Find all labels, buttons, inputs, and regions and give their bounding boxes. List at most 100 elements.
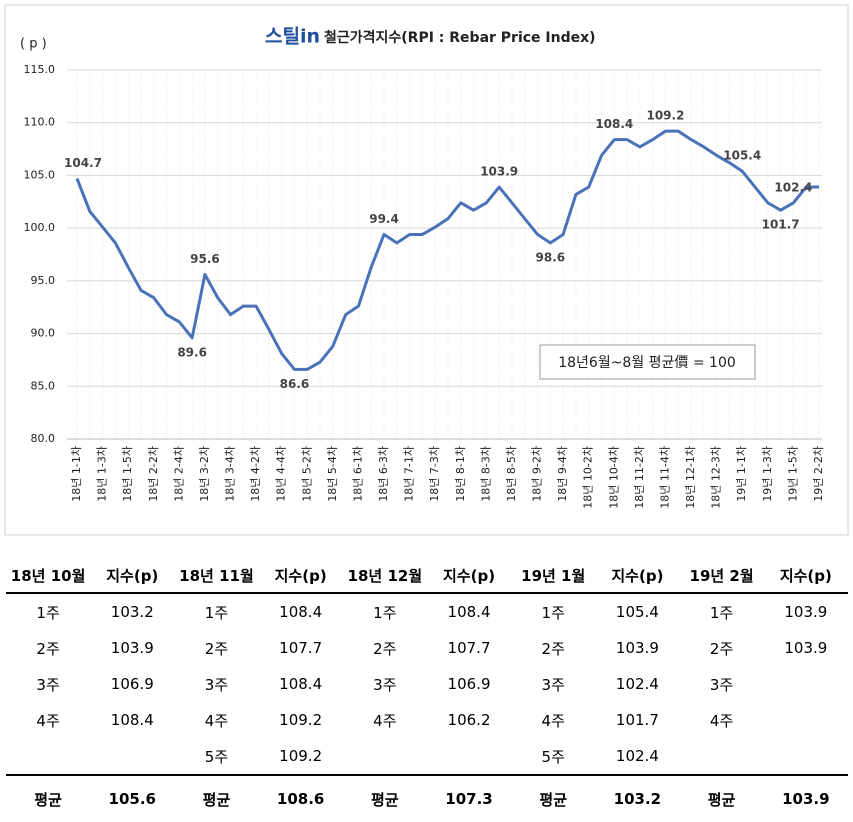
table-cell — [680, 738, 764, 775]
table-cell: 지수(p) — [763, 558, 848, 594]
x-tick-label: 18년 2-2차 — [147, 446, 160, 502]
table-cell: 108.4 — [447, 603, 491, 621]
x-tick-label: 18년 4-4차 — [275, 446, 288, 502]
x-tick-label: 18년 3-2차 — [198, 446, 211, 502]
table-cell: 평균 — [679, 774, 764, 822]
x-tick-label: 18년 5-2차 — [300, 446, 313, 502]
table-cell: 108.4 — [279, 675, 323, 693]
table-row: 3주 106.9 3주 108.4 3주 106.9 3주 102.4 3주 — [6, 666, 848, 702]
x-tick-label: 18년 1-3차 — [96, 446, 109, 502]
table-cell: 103.9 — [763, 774, 848, 822]
y-tick-label: 110.0 — [24, 116, 56, 129]
data-label: 98.6 — [536, 250, 566, 264]
x-tick-label: 18년 7-3차 — [428, 446, 441, 502]
table-cell: 2주 — [373, 639, 397, 658]
table-cell: 106.9 — [110, 675, 154, 693]
table-cell: 106.2 — [447, 711, 491, 729]
x-tick-label: 18년 4-2차 — [249, 446, 262, 502]
logo: 스틸in — [265, 26, 320, 48]
data-label: 103.9 — [480, 165, 518, 179]
table-cell: 103.2 — [595, 774, 680, 822]
table-cell: 4주 — [204, 711, 229, 730]
table-cell: 평균 — [342, 774, 427, 822]
x-tick-label: 18년 10-4차 — [607, 446, 620, 509]
data-label: 101.7 — [762, 218, 800, 232]
table-cell: 평균 — [174, 774, 259, 822]
y-tick-label: 105.0 — [24, 168, 56, 181]
annotation: 18년6월~8월 평균價 = 100 — [558, 354, 736, 371]
table-cell: 103.9 — [784, 639, 828, 657]
table-row: 5주 109.2 5주 102.4 — [6, 738, 848, 775]
table-cell: 지수(p) — [426, 558, 512, 594]
table-cell: 3주 — [541, 675, 565, 694]
x-tick-label: 19년 1-1차 — [735, 446, 748, 502]
table-cell: 109.2 — [279, 747, 323, 765]
table-cell: 2주 — [541, 639, 565, 658]
table-row: 18년 10월 지수(p) 18년 11월 지수(p) 18년 12월 지수(p) 19년 … — [6, 558, 848, 594]
table-cell — [343, 738, 427, 775]
table-cell: 5주 — [541, 747, 565, 766]
x-tick-label: 18년 9-4차 — [556, 446, 569, 502]
table-cell: 105.6 — [90, 774, 175, 822]
table-row: 1주 103.2 1주 108.4 1주 108.4 1주 105.4 1주 103.9 — [6, 593, 848, 630]
table-cell: 지수(p) — [90, 558, 175, 594]
table-cell: 4주 — [36, 711, 60, 730]
table-cell: 103.9 — [784, 603, 828, 621]
x-tick-label: 18년 6-1차 — [351, 446, 364, 502]
table-cell: 3주 — [373, 675, 397, 694]
table-cell: 109.2 — [279, 711, 323, 729]
x-tick-label: 18년 1-5차 — [121, 446, 134, 502]
table-cell: 3주 — [709, 675, 734, 694]
x-tick-label: 18년 8-5차 — [505, 446, 518, 502]
data-label: 109.2 — [646, 109, 684, 123]
table-cell: 103.9 — [615, 639, 659, 657]
x-tick-label: 18년 12-1차 — [684, 446, 697, 509]
x-tick-label: 18년 10-2차 — [582, 446, 595, 509]
data-label: 86.6 — [280, 377, 310, 391]
x-tick-label: 18년 8-3차 — [479, 446, 492, 502]
table-cell: 4주 — [541, 711, 565, 730]
table-cell: 5주 — [204, 747, 229, 766]
table-cell: 107.7 — [279, 639, 323, 657]
table-cell: 2주 — [709, 639, 734, 658]
x-tick-label: 19년 2-2차 — [812, 446, 825, 502]
chart: 스틸in 철근가격지수(RPI : Rebar Price Index) ( p… — [4, 4, 849, 536]
table-cell: 3주 — [36, 675, 60, 694]
x-tick-label: 18년 8-1차 — [454, 446, 467, 502]
table-cell — [764, 738, 848, 775]
table-cell: 107.7 — [447, 639, 491, 657]
table-cell: 108.4 — [110, 711, 154, 729]
data-label: 105.4 — [723, 149, 761, 163]
x-tick-label: 18년 5-4차 — [326, 446, 339, 502]
table-cell: 103.2 — [110, 603, 154, 621]
data-label: 104.7 — [64, 156, 102, 170]
x-tick-label: 18년 7-1차 — [403, 446, 416, 502]
x-tick-label: 18년 1-1차 — [70, 446, 83, 502]
data-label: 89.6 — [177, 345, 207, 359]
table-cell: 18년 12월 — [342, 558, 427, 594]
y-tick-label: 80.0 — [31, 432, 56, 445]
table-cell: 1주 — [709, 603, 734, 622]
y-tick-label: 100.0 — [24, 221, 56, 234]
table-cell: 102.4 — [615, 747, 659, 765]
table-cell: 2주 — [204, 639, 229, 658]
table-cell: 1주 — [204, 603, 229, 622]
table-cell: 108.6 — [258, 774, 343, 822]
x-tick-label: 19년 1-5차 — [786, 446, 799, 502]
table-cell: 102.4 — [615, 675, 659, 693]
table-cell: 108.4 — [279, 603, 323, 621]
table-cell: 4주 — [373, 711, 397, 730]
data-label: 95.6 — [190, 252, 220, 266]
table-cell: 평균 — [511, 774, 596, 822]
table-cell: 평균 — [6, 774, 91, 822]
chart-title: 철근가격지수(RPI : Rebar Price Index) — [324, 29, 596, 46]
table-cell — [764, 666, 848, 702]
y-tick-label: 95.0 — [31, 274, 56, 287]
table-cell — [427, 738, 511, 775]
table-cell — [90, 738, 174, 775]
table-cell: 18년 10월 — [6, 558, 91, 594]
x-tick-label: 18년 2-4차 — [172, 446, 185, 502]
table-row: 4주 108.4 4주 109.2 4주 106.2 4주 101.7 4주 — [6, 702, 848, 738]
data-label: 108.4 — [595, 117, 633, 131]
